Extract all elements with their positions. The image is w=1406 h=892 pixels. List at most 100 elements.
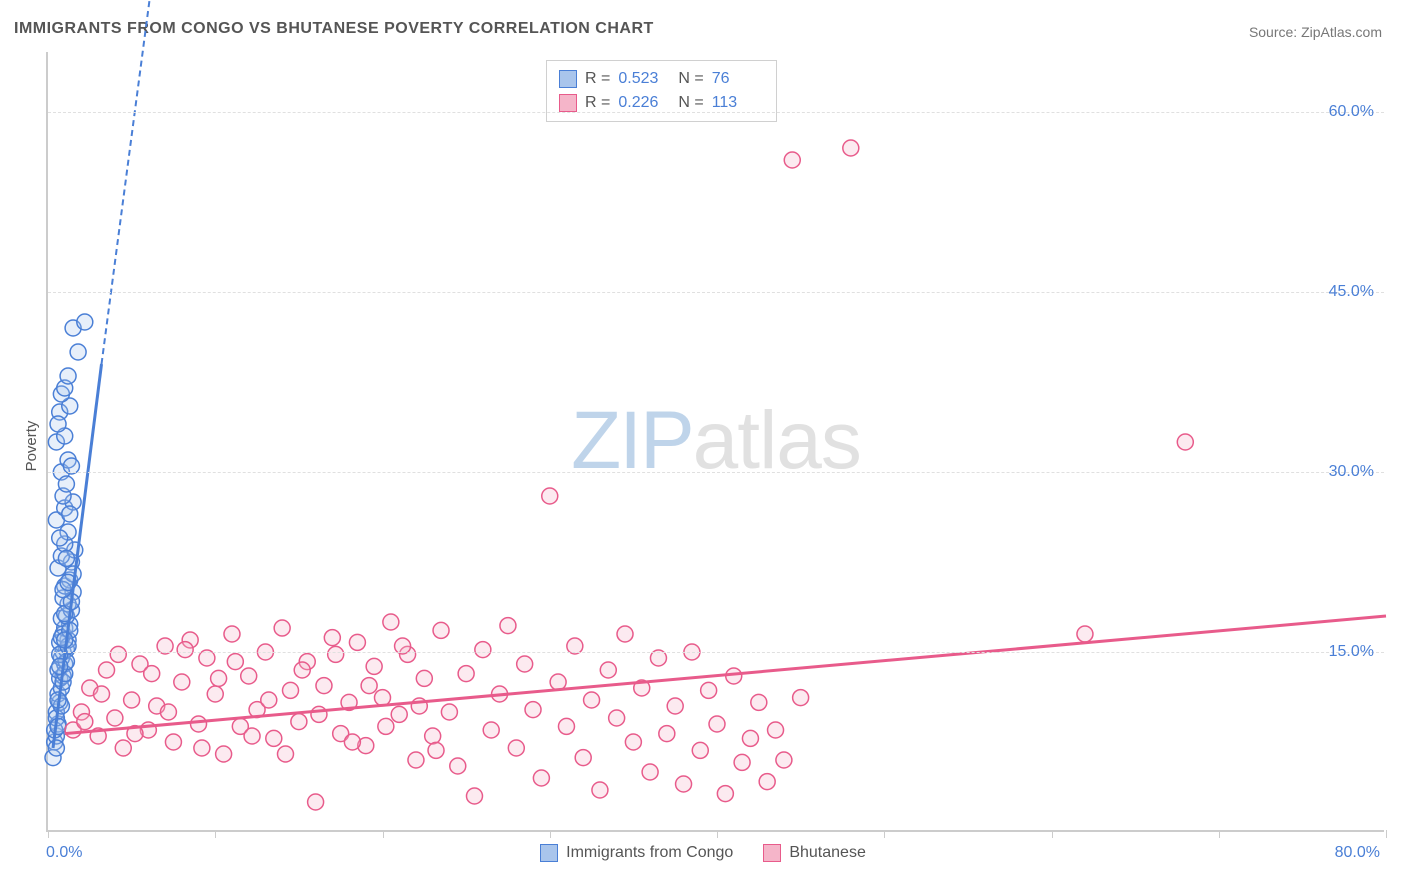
data-point [542,488,558,504]
data-point [701,682,717,698]
legend-swatch-0 [540,844,558,862]
chart-title: IMMIGRANTS FROM CONGO VS BHUTANESE POVER… [14,20,654,38]
data-point [244,728,260,744]
data-point [311,706,327,722]
data-point [617,626,633,642]
data-point [625,734,641,750]
x-tick-mark [383,830,384,838]
data-point [659,726,675,742]
data-point [191,716,207,732]
data-point [584,692,600,708]
data-point [328,646,344,662]
data-point [241,668,257,684]
data-point [60,368,76,384]
data-point [600,662,616,678]
data-point [676,776,692,792]
data-point [517,656,533,672]
data-point [533,770,549,786]
x-tick-mark [1052,830,1053,838]
data-point [349,634,365,650]
data-point [58,550,74,566]
data-point [408,752,424,768]
x-tick-mark [884,830,885,838]
data-point [361,678,377,694]
data-point [266,730,282,746]
gridline-h [48,652,1384,653]
x-tick-mark [1219,830,1220,838]
swatch-series-1 [559,94,577,112]
gridline-h [48,292,1384,293]
data-point [48,740,64,756]
data-point [77,314,93,330]
data-point [768,722,784,738]
data-point [1177,434,1193,450]
n-label-0: N = [678,67,703,91]
data-point [308,794,324,810]
data-point [160,704,176,720]
trend-line-extension [102,0,191,364]
data-point [124,692,140,708]
y-tick-label: 45.0% [1329,283,1374,301]
data-point [508,740,524,756]
legend-label-1: Bhutanese [789,844,866,862]
data-point [344,734,360,750]
legend-label-0: Immigrants from Congo [566,844,733,862]
data-point [759,774,775,790]
data-point [500,618,516,634]
plot-area: ZIPatlas R = 0.523 N = 76 R = 0.226 N = … [46,52,1384,832]
x-tick-mark [1386,830,1387,838]
data-point [692,742,708,758]
stats-row-series-0: R = 0.523 N = 76 [559,67,764,91]
data-point [428,742,444,758]
gridline-h [48,472,1384,473]
data-point [224,626,240,642]
data-point [115,740,131,756]
data-point [274,620,290,636]
data-point [441,704,457,720]
data-point [52,530,68,546]
y-tick-label: 15.0% [1329,643,1374,661]
data-point [550,674,566,690]
data-point [144,666,160,682]
data-point [207,686,223,702]
data-point [194,740,210,756]
data-point [99,662,115,678]
r-label-0: R = [585,67,610,91]
data-point [324,630,340,646]
n-value-0: 76 [712,67,764,91]
data-point [458,666,474,682]
swatch-series-0 [559,70,577,88]
data-point [776,752,792,768]
x-tick-mark [215,830,216,838]
data-point [110,646,126,662]
data-point [466,788,482,804]
data-point [642,764,658,780]
x-tick-mark [717,830,718,838]
data-point [592,782,608,798]
data-point [709,716,725,732]
legend-swatch-1 [763,844,781,862]
data-point [717,786,733,802]
data-point [843,140,859,156]
data-point [558,718,574,734]
data-point [751,694,767,710]
data-point [58,476,74,492]
data-point [62,506,78,522]
legend-item-1: Bhutanese [763,844,866,862]
gridline-h [48,112,1384,113]
data-point [742,730,758,746]
data-point [294,662,310,678]
y-tick-label: 60.0% [1329,103,1374,121]
data-point [50,416,66,432]
data-point [227,654,243,670]
data-point [211,670,227,686]
data-point [667,698,683,714]
data-point [94,686,110,702]
plot-svg [48,52,1384,830]
chart-container: { "title": "IMMIGRANTS FROM CONGO VS BHU… [0,0,1406,892]
trend-line [65,616,1386,734]
x-tick-mark [48,830,49,838]
data-point [291,714,307,730]
data-point [575,750,591,766]
source-label: Source: [1249,24,1297,40]
